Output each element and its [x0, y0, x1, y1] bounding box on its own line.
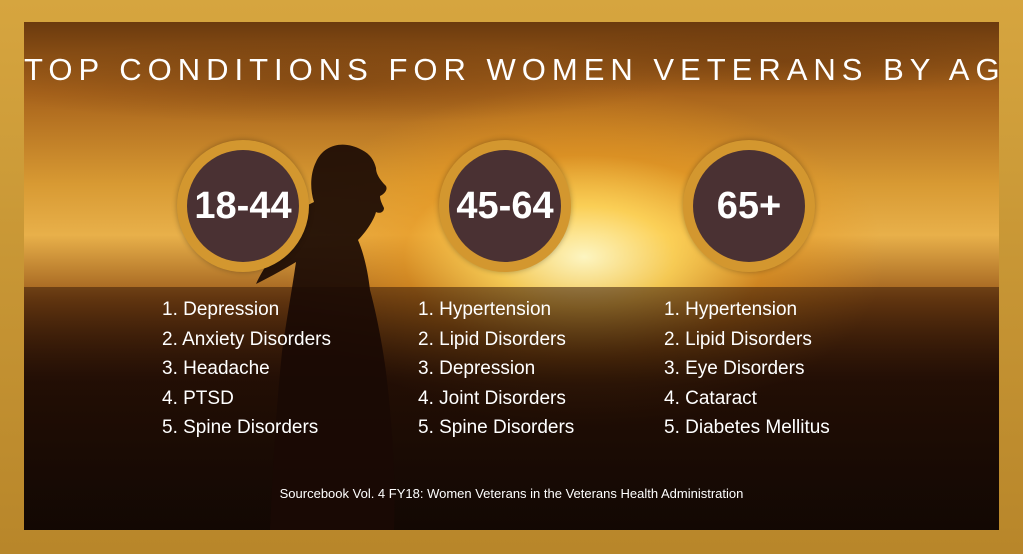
age-badge: 45-64 [439, 140, 571, 272]
sunset-background-image: TOP CONDITIONS FOR WOMEN VETERANS BY AGE… [24, 22, 999, 530]
list-item: 2. Lipid Disorders [664, 328, 812, 350]
list-item: 5. Spine Disorders [418, 417, 575, 438]
age-label: 65+ [716, 184, 782, 227]
page-title: TOP CONDITIONS FOR WOMEN VETERANS BY AGE [24, 52, 999, 87]
conditions-list: 1. Hypertension 2. Lipid Disorders 3. De… [418, 295, 574, 443]
age-badge: 65+ [683, 140, 815, 272]
list-item: 4. PTSD [162, 387, 234, 409]
woman-silhouette-image [246, 144, 395, 530]
list-item: 5. Spine Disorders [162, 417, 319, 438]
list-item: 1. Hypertension [418, 299, 552, 320]
horizon-landscape [24, 287, 999, 530]
source-citation: Sourcebook Vol. 4 FY18: Women Veterans i… [279, 486, 744, 501]
conditions-list: 1. Hypertension 2. Lipid Disorders 3. Ey… [664, 295, 830, 443]
list-item: 2. Lipid Disorders [418, 328, 566, 350]
age-label: 18-44 [194, 184, 292, 227]
list-item: 4. Joint Disorders [418, 387, 566, 409]
age-badge: 18-44 [177, 140, 309, 272]
list-item: 1. Depression [162, 299, 280, 320]
age-label: 45-64 [456, 184, 554, 227]
list-item: 5. Diabetes Mellitus [664, 417, 830, 438]
list-item: 2. Anxiety Disorders [162, 328, 331, 350]
list-item: 3. Depression [418, 358, 536, 379]
list-item: 3. Eye Disorders [664, 358, 805, 379]
list-item: 1. Hypertension [664, 299, 798, 320]
conditions-list: 1. Depression 2. Anxiety Disorders 3. He… [162, 295, 331, 443]
list-item: 4. Cataract [664, 387, 757, 409]
list-item: 3. Headache [162, 358, 270, 379]
